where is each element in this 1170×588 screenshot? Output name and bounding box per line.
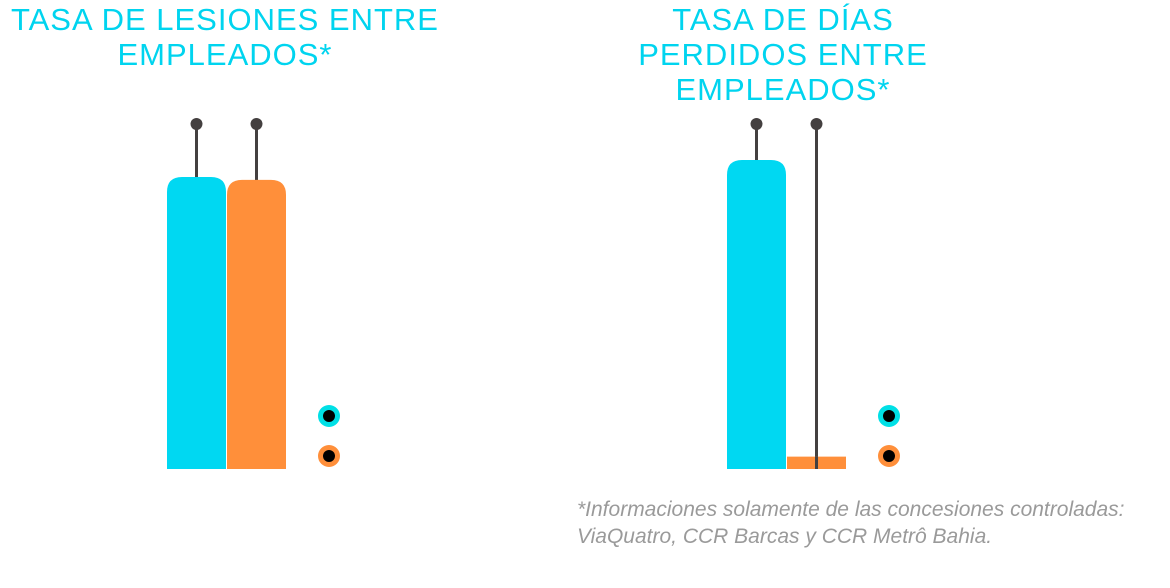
whisker-cap xyxy=(750,118,763,130)
legend-marker-dot xyxy=(323,450,335,462)
bar-series-1 xyxy=(167,177,226,469)
bar-series-2 xyxy=(227,179,286,470)
footnote-line-1: *Informaciones solamente de las concesio… xyxy=(577,498,1125,521)
footnote: *Informaciones solamente de las concesio… xyxy=(577,496,1124,550)
whisker-cap xyxy=(250,118,263,130)
legend-marker-dot xyxy=(323,410,335,422)
chart-title-injury-rate: TASA DE LESIONES ENTRE EMPLEADOS* xyxy=(11,2,439,72)
legend-marker-dot xyxy=(883,450,895,462)
bar-series-1 xyxy=(727,160,786,469)
footnote-line-2: ViaQuatro, CCR Barcas y CCR Metrô Bahia. xyxy=(577,525,993,548)
legend-marker-dot xyxy=(883,410,895,422)
whisker-cap xyxy=(190,118,203,130)
whisker-cap xyxy=(810,118,823,130)
chart-title-lost-days-rate: TASA DE DÍAS PERDIDOS ENTRE EMPLEADOS* xyxy=(638,2,928,107)
